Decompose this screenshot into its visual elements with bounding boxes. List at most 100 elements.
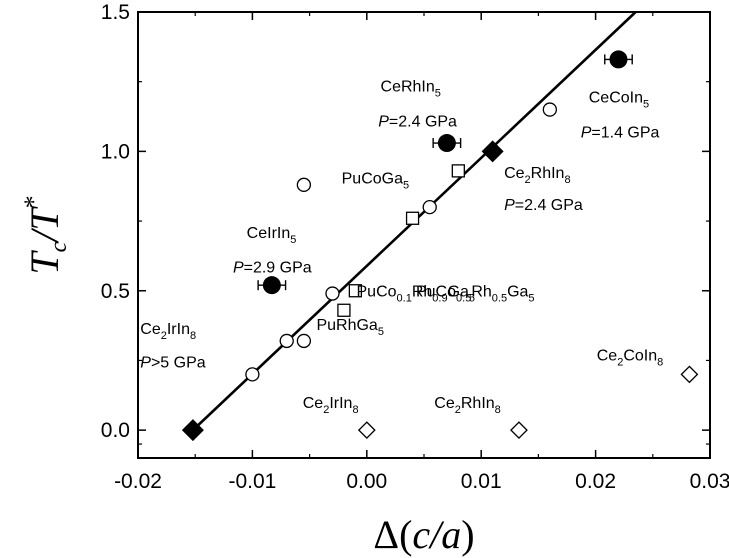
annotation-ce2rhin8-p: P=2.4 GPa (504, 197, 583, 214)
annotation-part: =2.4 GPa (389, 113, 457, 130)
annotation-part: CeIrIn (247, 225, 291, 242)
annotation-part: Ce (589, 90, 610, 107)
data-point-filled-circle (262, 276, 281, 295)
annotation-part: P (140, 354, 151, 371)
annotation-part: 0.9 (432, 292, 447, 304)
annotation-part: P (581, 124, 592, 141)
data-point-open-circle (296, 333, 312, 349)
x-tick-label: -0.01 (228, 470, 276, 493)
x-tick-label: 0.01 (461, 470, 502, 493)
annotation-ce2rhin8: Ce2RhIn8 (504, 165, 570, 186)
annotation-cerhin5: CeRhIn5 (381, 78, 441, 99)
annotation-part: RhIn (461, 395, 495, 412)
annotation-ceirin5-p: P=2.9 GPa (233, 260, 312, 277)
x-tick-label: 0.02 (575, 470, 616, 493)
y-axis-title-slash: /T (22, 206, 67, 244)
annotation-part: PuCo (416, 283, 456, 300)
annotation-part: PuRhGa (316, 317, 377, 334)
annotation-part: P (504, 197, 515, 214)
annotation-part: Ce (597, 347, 618, 364)
annotation-part: =2.4 GPa (515, 197, 583, 214)
annotation-part: PuCoGa (342, 170, 403, 187)
annotation-part: CeRhIn (381, 78, 435, 95)
x-axis-title: Δ(c/a) (373, 512, 474, 557)
x-tick-label: 0.03 (690, 470, 729, 493)
annotation-ce2irin8-left: Ce2IrIn8 (140, 321, 196, 342)
annotation-ce2irin8-left-p: P>5 GPa (140, 354, 205, 371)
y-axis-title-sub: c (46, 241, 72, 252)
annotation-part: 5 (378, 326, 384, 338)
annotation-puco01rh09ga5: PuCo0.1Rh0.9Ga5 (357, 283, 476, 304)
annotation-part: 2 (617, 356, 623, 368)
annotation-puco05rh05ga5: PuCo0.5Rh0.5Ga5 (416, 283, 535, 304)
annotation-ceirin5: CeIrIn5 (247, 225, 297, 246)
annotation-part: 0.5 (492, 292, 507, 304)
annotation-part: Ce (504, 165, 525, 182)
svg-text:Tc/T*: Tc/T* (19, 195, 72, 274)
annotation-part: CoIn (623, 347, 657, 364)
annotation-part: 8 (190, 330, 196, 342)
annotation-pucoga5: PuCoGa5 (342, 170, 410, 191)
annotation-part: 0.5 (456, 292, 471, 304)
data-point-filled-diamond (181, 419, 204, 442)
x-axis-title-prefix: Δ( (373, 512, 412, 557)
annotation-purhga5: PuRhGa5 (316, 317, 384, 338)
axis-ticks: -0.02 -0.01 0.00 0.01 0.02 0.03 0.0 0.5 1.0 1.5 (101, 1, 729, 493)
y-axis-title-base: T (22, 250, 67, 275)
annotation-part: 0.1 (397, 292, 412, 304)
annotation-part: 5 (643, 99, 649, 111)
annotation-part: Rh (471, 283, 491, 300)
annotation-part: Ce (303, 395, 324, 412)
annotation-part: Ce (140, 321, 161, 338)
annotation-ce2irin8: Ce2IrIn8 (303, 395, 359, 416)
annotation-part: 5 (290, 234, 296, 246)
annotation-part: =1.4 GPa (591, 124, 659, 141)
annotation-ce2coin8: Ce2CoIn8 (597, 347, 664, 368)
y-tick-label: 1.0 (101, 140, 130, 163)
data-point-open-circle (245, 367, 260, 382)
data-point-filled-circle (437, 134, 456, 153)
annotation-part: 5 (403, 179, 409, 191)
y-tick-label: 1.5 (101, 1, 130, 24)
annotation-part: P (378, 113, 389, 130)
annotation-part: Ce (434, 395, 455, 412)
data-point-filled-diamond (481, 140, 504, 163)
annotation-part: >5 GPa (151, 354, 206, 371)
annotation-part: PuCo (357, 283, 397, 300)
annotation-part: 5 (469, 292, 475, 304)
data-point-open-circle (422, 199, 437, 215)
annotation-cerhin5-p: P=2.4 GPa (378, 113, 457, 130)
annotation-part: 8 (657, 356, 663, 368)
annotation-part: 2 (525, 174, 531, 186)
annotation-cecoin5: CeCoIn5 (589, 90, 649, 111)
annotation-cecoin5-p: P=1.4 GPa (581, 124, 660, 141)
x-tick-label: 0.00 (346, 470, 387, 493)
x-axis-title-suffix: ) (461, 512, 474, 557)
annotation-part: =2.9 GPa (244, 260, 312, 277)
data-marks (181, 50, 699, 442)
annotation-part: Rh (412, 283, 432, 300)
y-tick-label: 0.5 (101, 280, 130, 303)
annotation-ce2rhin8-bottom: Ce2RhIn8 (434, 395, 501, 416)
annotation-part: Ga (448, 283, 469, 300)
data-point-open-square (405, 211, 420, 225)
annotation-part: CoIn (609, 90, 643, 107)
annotation-part: Ga (507, 283, 528, 300)
annotation-part: 2 (161, 330, 167, 342)
data-point-open-square (348, 284, 363, 298)
annotation-part: 2 (455, 404, 461, 416)
annotation-part: IrIn (167, 321, 190, 338)
data-point-open-circle (296, 177, 312, 192)
annotation-part: RhIn (531, 165, 565, 182)
data-point-open-circle (542, 102, 557, 117)
x-axis-title-var: c/a (412, 512, 461, 557)
data-point-open-circle (279, 333, 294, 349)
data-point-open-diamond (680, 365, 699, 384)
annotation-part: 8 (495, 404, 501, 416)
data-point-open-square (451, 164, 465, 178)
annotation-part: 2 (323, 404, 329, 416)
annotation-part: 5 (435, 87, 441, 99)
annotation-part: IrIn (329, 395, 352, 412)
y-tick-label: 0.0 (101, 419, 130, 442)
